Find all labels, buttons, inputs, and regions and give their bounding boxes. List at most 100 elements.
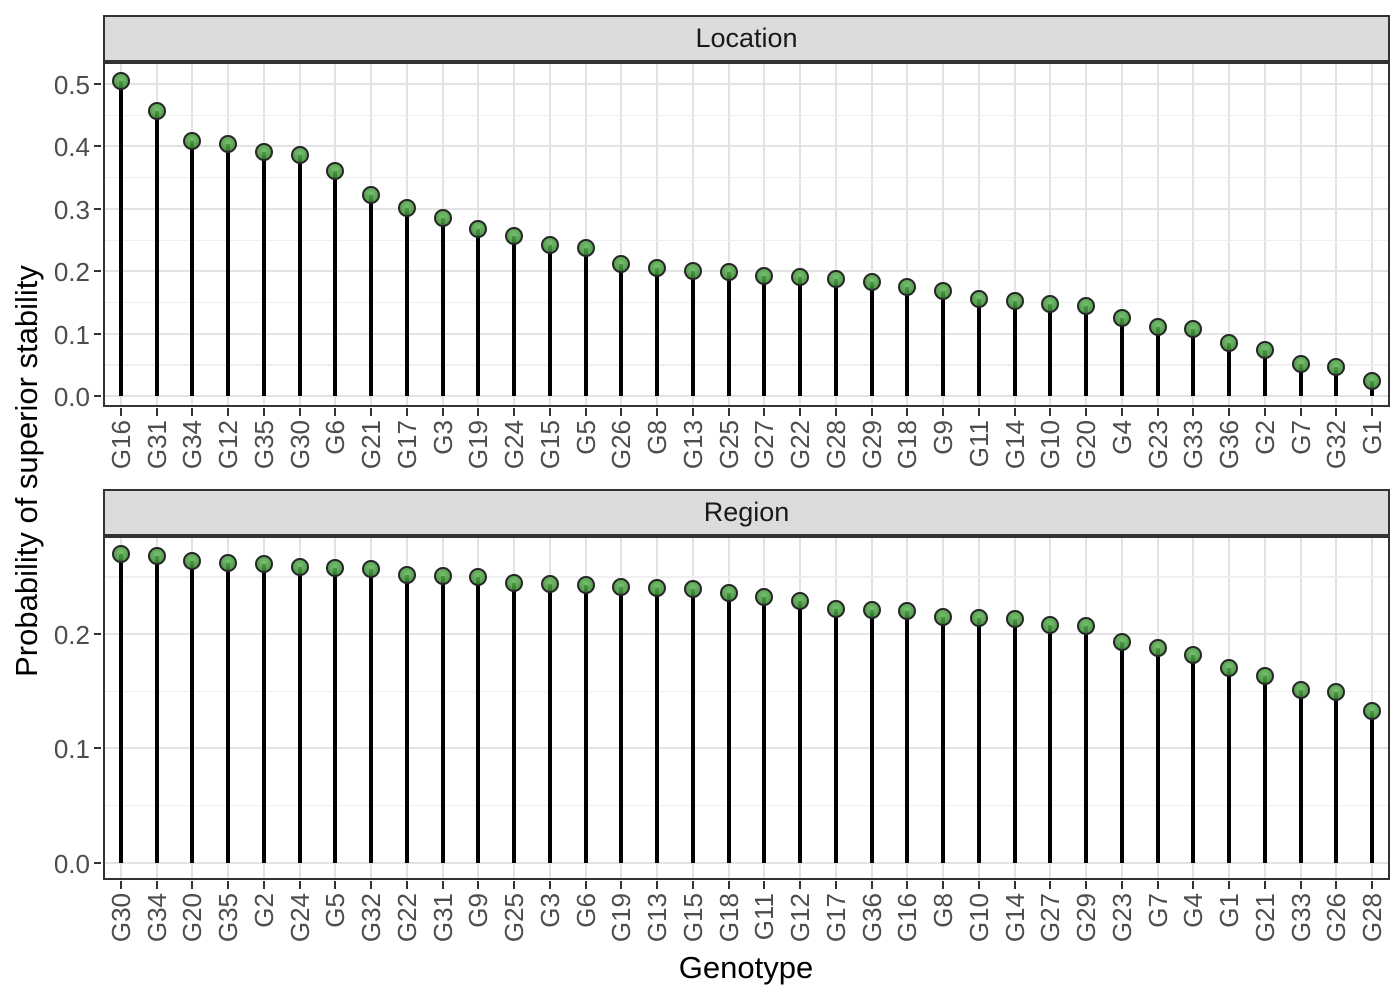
x-tick-label: G22 xyxy=(785,420,816,470)
x-tick-label: G1 xyxy=(1357,420,1388,455)
data-point-g33 xyxy=(1184,320,1203,339)
minor-gridline xyxy=(103,690,1390,693)
y-tick-label: 0.1 xyxy=(53,734,90,765)
x-tick-mark xyxy=(799,881,802,889)
x-tick-mark xyxy=(1192,881,1195,889)
x-tick-label: G29 xyxy=(1071,893,1102,943)
panel-border xyxy=(103,536,1390,880)
x-tick-mark xyxy=(906,408,909,416)
data-point-g15 xyxy=(683,580,702,599)
stem-g18 xyxy=(726,592,731,863)
data-point-g25 xyxy=(719,263,738,282)
data-point-g14 xyxy=(1005,610,1024,629)
x-tick-mark xyxy=(1299,881,1302,889)
vertical-gridline xyxy=(1228,62,1231,407)
stem-g3 xyxy=(547,583,552,863)
stem-g13 xyxy=(690,270,695,396)
x-tick-label: G11 xyxy=(963,420,994,468)
x-tick-label: G19 xyxy=(463,420,494,470)
x-tick-mark xyxy=(942,881,945,889)
data-point-g12 xyxy=(791,591,810,610)
x-tick-label: G5 xyxy=(320,893,351,928)
stem-g2 xyxy=(261,564,266,863)
data-point-g3 xyxy=(433,209,452,228)
vertical-gridline xyxy=(1156,62,1159,407)
data-point-g25 xyxy=(505,573,524,592)
x-tick-label: G22 xyxy=(391,893,422,943)
data-point-g21 xyxy=(1255,667,1274,686)
stem-g16 xyxy=(118,80,123,396)
y-tick-label: 0.5 xyxy=(53,70,90,100)
x-tick-label: G21 xyxy=(1249,893,1280,943)
x-tick-mark xyxy=(298,881,301,889)
minor-gridline xyxy=(103,177,1390,179)
x-tick-mark xyxy=(1335,408,1338,416)
vertical-gridline xyxy=(1335,62,1338,407)
stem-g1 xyxy=(1227,668,1232,863)
stem-g21 xyxy=(1262,676,1267,863)
data-point-g10 xyxy=(969,608,988,627)
x-tick-label: G27 xyxy=(749,420,780,470)
x-tick-label: G36 xyxy=(856,893,887,943)
x-tick-mark xyxy=(191,408,194,416)
data-point-g23 xyxy=(1112,633,1131,651)
x-tick-mark xyxy=(513,881,516,889)
y-tick-mark xyxy=(94,270,101,273)
stem-g12 xyxy=(226,143,231,396)
data-point-g28 xyxy=(1363,701,1382,720)
stem-g10 xyxy=(1048,303,1053,396)
x-tick-label: G12 xyxy=(213,420,244,470)
stem-g11 xyxy=(976,298,981,396)
data-point-g14 xyxy=(1005,291,1024,310)
x-tick-mark xyxy=(155,881,158,889)
data-point-g4 xyxy=(1112,309,1131,327)
data-point-g27 xyxy=(755,266,774,285)
x-tick-label: G35 xyxy=(248,420,279,470)
x-tick-label: G2 xyxy=(1249,420,1280,455)
x-tick-mark xyxy=(334,408,337,416)
data-point-g4 xyxy=(1184,645,1203,664)
vertical-gridline xyxy=(620,62,623,407)
stem-g25 xyxy=(726,272,731,396)
x-tick-mark xyxy=(370,408,373,416)
x-tick-mark xyxy=(942,408,945,416)
minor-gridline xyxy=(103,301,1390,304)
x-tick-mark xyxy=(548,408,551,416)
y-tick-mark xyxy=(94,747,101,750)
y-axis-title: Probability of superior stability xyxy=(9,265,44,677)
data-point-g23 xyxy=(1148,318,1167,337)
x-tick-mark xyxy=(1049,408,1052,416)
data-point-g32 xyxy=(362,559,381,578)
x-tick-mark xyxy=(227,881,230,889)
x-tick-mark xyxy=(870,408,873,416)
facet-strip-label: Location xyxy=(695,23,798,53)
x-tick-label: G20 xyxy=(1071,420,1102,470)
vertical-gridline xyxy=(656,62,659,407)
stem-g23 xyxy=(1155,327,1160,396)
stem-g21 xyxy=(369,195,374,396)
stem-g4 xyxy=(1191,654,1196,863)
data-point-g1 xyxy=(1220,659,1239,678)
data-point-g32 xyxy=(1327,357,1346,376)
minor-gridline xyxy=(103,805,1390,807)
x-tick-label: G13 xyxy=(642,893,673,943)
x-tick-label: G20 xyxy=(177,893,208,943)
vertical-gridline xyxy=(584,62,587,407)
stem-g7 xyxy=(1155,647,1160,863)
facet-strip-label: Region xyxy=(703,497,790,527)
data-point-g31 xyxy=(147,101,166,120)
x-tick-label: G24 xyxy=(284,893,315,943)
y-tick-mark xyxy=(94,83,101,85)
x-tick-label: G5 xyxy=(570,420,601,455)
x-tick-label: G21 xyxy=(356,420,387,470)
x-tick-mark xyxy=(1228,408,1231,416)
x-tick-mark xyxy=(834,408,837,416)
stem-g16 xyxy=(905,611,910,863)
y-tick-mark xyxy=(94,332,101,335)
y-tick-label: 0.3 xyxy=(53,194,90,225)
x-axis-title: Genotype xyxy=(678,950,814,985)
data-point-g7 xyxy=(1148,638,1167,657)
vertical-gridline xyxy=(691,62,694,407)
x-tick-mark xyxy=(977,881,980,889)
data-point-g30 xyxy=(290,146,309,165)
